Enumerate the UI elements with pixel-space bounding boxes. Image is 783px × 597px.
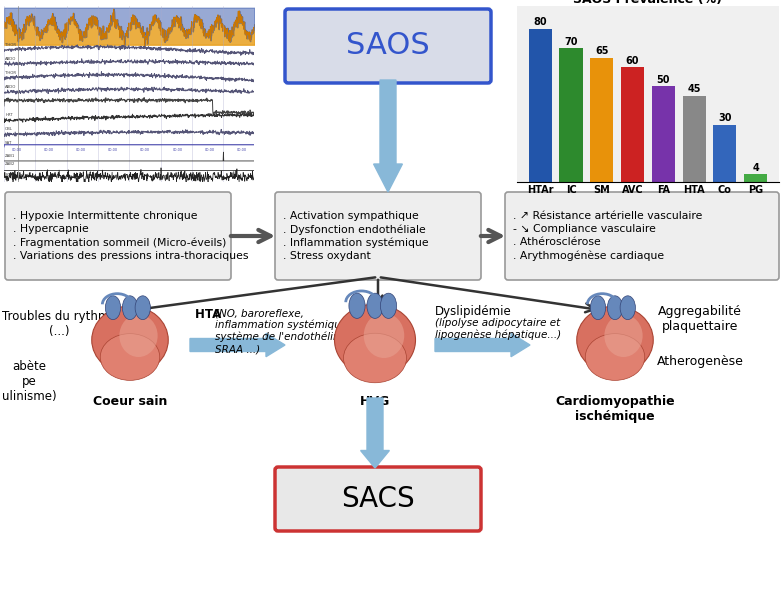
Text: 65: 65 xyxy=(595,46,608,56)
Ellipse shape xyxy=(577,306,653,374)
FancyBboxPatch shape xyxy=(285,9,491,83)
Ellipse shape xyxy=(106,296,121,319)
Text: ABDO: ABDO xyxy=(5,85,16,89)
Text: ZAB1: ZAB1 xyxy=(5,153,16,158)
Ellipse shape xyxy=(344,333,406,383)
Text: 4: 4 xyxy=(752,163,759,173)
Ellipse shape xyxy=(585,334,644,380)
Text: Troubles du rythme
(...): Troubles du rythme (...) xyxy=(2,310,117,338)
FancyBboxPatch shape xyxy=(275,467,481,531)
FancyArrow shape xyxy=(190,333,285,356)
Text: 00:00: 00:00 xyxy=(12,148,21,152)
Ellipse shape xyxy=(620,296,635,319)
Text: HRT: HRT xyxy=(5,113,13,117)
Text: ECG: ECG xyxy=(5,173,13,177)
Text: THOR: THOR xyxy=(5,71,16,75)
Text: 00:00: 00:00 xyxy=(140,148,150,152)
Bar xyxy=(529,29,552,182)
Text: HTA: HTA xyxy=(195,308,226,321)
Text: SACS: SACS xyxy=(341,485,415,513)
Text: 00:00: 00:00 xyxy=(237,148,247,152)
Title: SAOS Prévalence (%): SAOS Prévalence (%) xyxy=(573,0,723,6)
Ellipse shape xyxy=(381,293,397,318)
Bar xyxy=(621,67,644,182)
Text: (NO, baroreflexe,
inflammation systémique,
système de l'endothéline,
SRAA ...): (NO, baroreflexe, inflammation systémiqu… xyxy=(215,308,351,354)
FancyArrow shape xyxy=(361,398,389,468)
Text: SAT: SAT xyxy=(5,141,13,145)
Text: OBL: OBL xyxy=(5,127,13,131)
Bar xyxy=(590,58,613,182)
Text: Dyslipidémie: Dyslipidémie xyxy=(435,305,512,318)
Text: 00:00: 00:00 xyxy=(44,148,54,152)
FancyBboxPatch shape xyxy=(505,192,779,280)
Text: Cardiomyopathie
ischémique: Cardiomyopathie ischémique xyxy=(555,395,675,423)
Text: 70: 70 xyxy=(565,36,578,47)
Text: 50: 50 xyxy=(657,75,670,85)
Text: 00:00: 00:00 xyxy=(108,148,118,152)
Ellipse shape xyxy=(100,334,160,380)
Ellipse shape xyxy=(604,315,643,357)
Text: . Activation sympathique
. Dysfonction endothéliale
. Inflammation systémique
. : . Activation sympathique . Dysfonction e… xyxy=(283,211,428,261)
Ellipse shape xyxy=(608,296,622,319)
Text: Coeur sain: Coeur sain xyxy=(93,395,168,408)
Bar xyxy=(560,48,583,182)
Text: 60: 60 xyxy=(626,56,639,66)
Text: ABDO: ABDO xyxy=(5,57,16,61)
Text: 80: 80 xyxy=(533,17,547,27)
Ellipse shape xyxy=(122,296,138,319)
FancyBboxPatch shape xyxy=(275,192,481,280)
FancyArrow shape xyxy=(435,333,530,356)
Bar xyxy=(651,87,675,182)
Ellipse shape xyxy=(92,306,168,374)
Ellipse shape xyxy=(349,293,365,318)
Text: Ca: Ca xyxy=(5,99,10,103)
Text: (lipolyse adipocytaire et
lipogenèse hépatique...): (lipolyse adipocytaire et lipogenèse hép… xyxy=(435,318,561,340)
Bar xyxy=(683,96,705,182)
Text: 00:00: 00:00 xyxy=(172,148,182,152)
Text: 00:00: 00:00 xyxy=(204,148,215,152)
Bar xyxy=(713,125,736,182)
Ellipse shape xyxy=(367,293,383,318)
Ellipse shape xyxy=(334,304,416,376)
Text: SAOS: SAOS xyxy=(346,32,430,60)
Ellipse shape xyxy=(119,315,157,357)
FancyBboxPatch shape xyxy=(5,192,231,280)
Text: 00:00: 00:00 xyxy=(76,148,86,152)
Text: HVG: HVG xyxy=(360,395,390,408)
Text: Aggregabilité
plaquettaire: Aggregabilité plaquettaire xyxy=(658,305,742,333)
Text: . Hypoxie Intermittente chronique
. Hypercapnie
. Fragmentation sommeil (Micro-é: . Hypoxie Intermittente chronique . Hype… xyxy=(13,211,248,260)
Bar xyxy=(744,174,767,182)
Ellipse shape xyxy=(364,313,404,358)
Text: . ↗ Résistance artérielle vasculaire
- ↘ Compliance vasculaire
. Athérosclérose
: . ↗ Résistance artérielle vasculaire - ↘… xyxy=(513,211,702,260)
Text: Atherogenèse: Atherogenèse xyxy=(657,355,743,368)
FancyArrow shape xyxy=(373,80,402,192)
Text: abète
pe
ulinisme): abète pe ulinisme) xyxy=(2,360,56,403)
Ellipse shape xyxy=(135,296,150,319)
Ellipse shape xyxy=(590,296,605,319)
Text: ZAB2: ZAB2 xyxy=(5,162,16,167)
Text: THOR: THOR xyxy=(5,43,16,47)
Text: 30: 30 xyxy=(718,113,731,123)
Text: 45: 45 xyxy=(687,84,701,94)
